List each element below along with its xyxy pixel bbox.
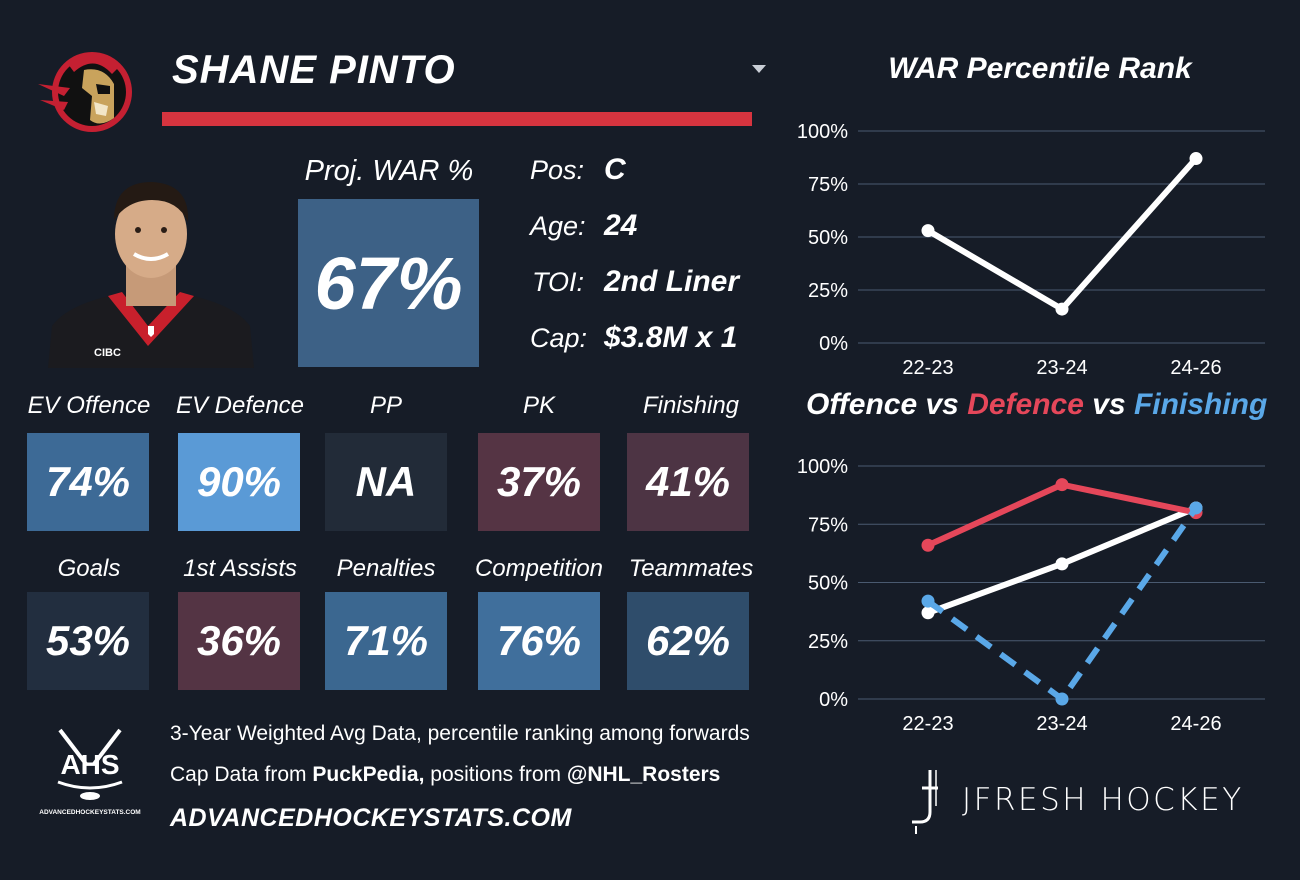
ahs-logo-text: AHS	[60, 749, 119, 780]
caret-down-icon[interactable]	[750, 62, 768, 76]
tile-label-ev-defence: EV Defence	[175, 392, 305, 419]
tile-label-1st-assists: 1st Assists	[183, 555, 297, 582]
jfresh-brand: JFRESH HOCKEY	[962, 782, 1244, 818]
offence-defence-finishing-chart: 0% 25% 50% 75% 100% 22-23 23-24 24-26	[797, 456, 1265, 735]
tile-label-pp: PP	[369, 392, 402, 419]
y-tick-label: 25%	[808, 631, 848, 653]
footer-line-2-mid: positions from	[424, 763, 567, 786]
info-label-age: Age:	[530, 211, 586, 241]
war-percentile-chart: 0% 25% 50% 75% 100% 22-23 23-24 24-26	[797, 121, 1265, 379]
x-tick-label: 24-26	[1170, 357, 1221, 379]
ahs-logo-sub: ADVANCEDHOCKEYSTATS.COM	[39, 809, 140, 816]
y-tick-label: 100%	[797, 456, 848, 478]
y-tick-label: 75%	[808, 174, 848, 196]
data-point	[1055, 692, 1069, 706]
jfresh-logo-icon	[906, 766, 946, 836]
series-line-finishing	[926, 506, 1199, 702]
tile-label-ev-offence: EV Offence	[27, 392, 151, 419]
chart-2-title-offence: Offence	[806, 388, 918, 421]
info-value-cap: $3.8M x 1	[604, 321, 738, 354]
y-tick-label: 0%	[819, 333, 848, 355]
data-point	[1189, 501, 1203, 515]
name-underline	[162, 112, 752, 126]
tile-label-pk: PK	[522, 392, 555, 419]
chart-2-title-vs-2: vs	[1083, 388, 1134, 421]
x-tick-label: 22-23	[902, 357, 953, 379]
tile-pp: NA	[325, 433, 447, 531]
tile-ev-defence: 90%	[178, 433, 300, 531]
x-tick-label: 23-24	[1036, 357, 1087, 379]
tile-1st-assists: 36%	[178, 592, 300, 690]
data-point	[921, 224, 935, 238]
series-line-defence	[925, 481, 1199, 549]
data-point	[1055, 557, 1069, 571]
y-tick-label: 100%	[797, 121, 848, 143]
y-tick-label: 50%	[808, 227, 848, 249]
data-point	[1189, 152, 1203, 166]
footer-line-1: 3-Year Weighted Avg Data, percentile ran…	[170, 722, 750, 745]
data-point	[921, 538, 935, 552]
chart-1-title: WAR Percentile Rank	[888, 52, 1192, 85]
footer-line-2-prefix: Cap Data from	[170, 763, 313, 786]
y-tick-label: 75%	[808, 514, 848, 536]
ahs-logo-icon: AHS ADVANCEDHOCKEYSTATS.COM	[38, 724, 142, 820]
data-point	[1055, 302, 1069, 316]
tile-label-teammates: Teammates	[628, 555, 754, 582]
info-value-toi: 2nd Liner	[604, 265, 740, 298]
series-line-0	[925, 155, 1199, 313]
x-tick-label: 23-24	[1036, 713, 1087, 735]
info-value-pos: C	[604, 153, 626, 186]
proj-war-label: Proj. WAR %	[304, 155, 474, 187]
tile-label-penalties: Penalties	[336, 555, 436, 582]
tile-label-goals: Goals	[57, 555, 121, 582]
footer-line-2: Cap Data from PuckPedia, positions from …	[170, 763, 720, 787]
nhl-rosters-handle: @NHL_Rosters	[566, 763, 721, 786]
tile-ev-offence: 74%	[27, 433, 149, 531]
team-logo	[34, 44, 146, 134]
chart-2-title-vs-1: vs	[917, 388, 968, 421]
footer-url[interactable]: ADVANCEDHOCKEYSTATS.COM	[170, 804, 572, 832]
chart-2-title: Offence vs Defence vs Finishing	[806, 388, 1276, 422]
chart-2-title-defence: Defence	[967, 388, 1084, 421]
player-name: SHANE PINTO	[172, 48, 456, 92]
tile-label-competition: Competition	[474, 555, 604, 582]
jersey-sponsor: CIBC	[94, 347, 121, 359]
info-label-cap: Cap:	[530, 323, 588, 353]
data-point	[921, 594, 935, 608]
proj-war-value: 67%	[298, 199, 479, 367]
puckpedia-link: PuckPedia,	[312, 763, 425, 786]
tile-label-finishing: Finishing	[642, 392, 740, 419]
y-tick-label: 50%	[808, 573, 848, 595]
info-label-pos: Pos:	[530, 155, 585, 185]
tile-teammates: 62%	[627, 592, 749, 690]
senators-logo-icon	[38, 52, 132, 132]
player-headshot: CIBC	[48, 176, 254, 368]
tile-penalties: 71%	[325, 592, 447, 690]
tile-goals: 53%	[27, 592, 149, 690]
info-label-toi: TOI:	[531, 267, 584, 297]
data-point	[1055, 478, 1069, 492]
tile-finishing: 41%	[627, 433, 749, 531]
y-tick-label: 0%	[819, 689, 848, 711]
tile-competition: 76%	[478, 592, 600, 690]
y-tick-label: 25%	[808, 280, 848, 302]
chart-2-title-finishing: Finishing	[1133, 388, 1268, 421]
tile-pk: 37%	[478, 433, 600, 531]
x-tick-label: 24-26	[1170, 713, 1221, 735]
x-tick-label: 22-23	[902, 713, 953, 735]
data-point	[921, 606, 935, 620]
info-value-age: 24	[604, 209, 638, 242]
